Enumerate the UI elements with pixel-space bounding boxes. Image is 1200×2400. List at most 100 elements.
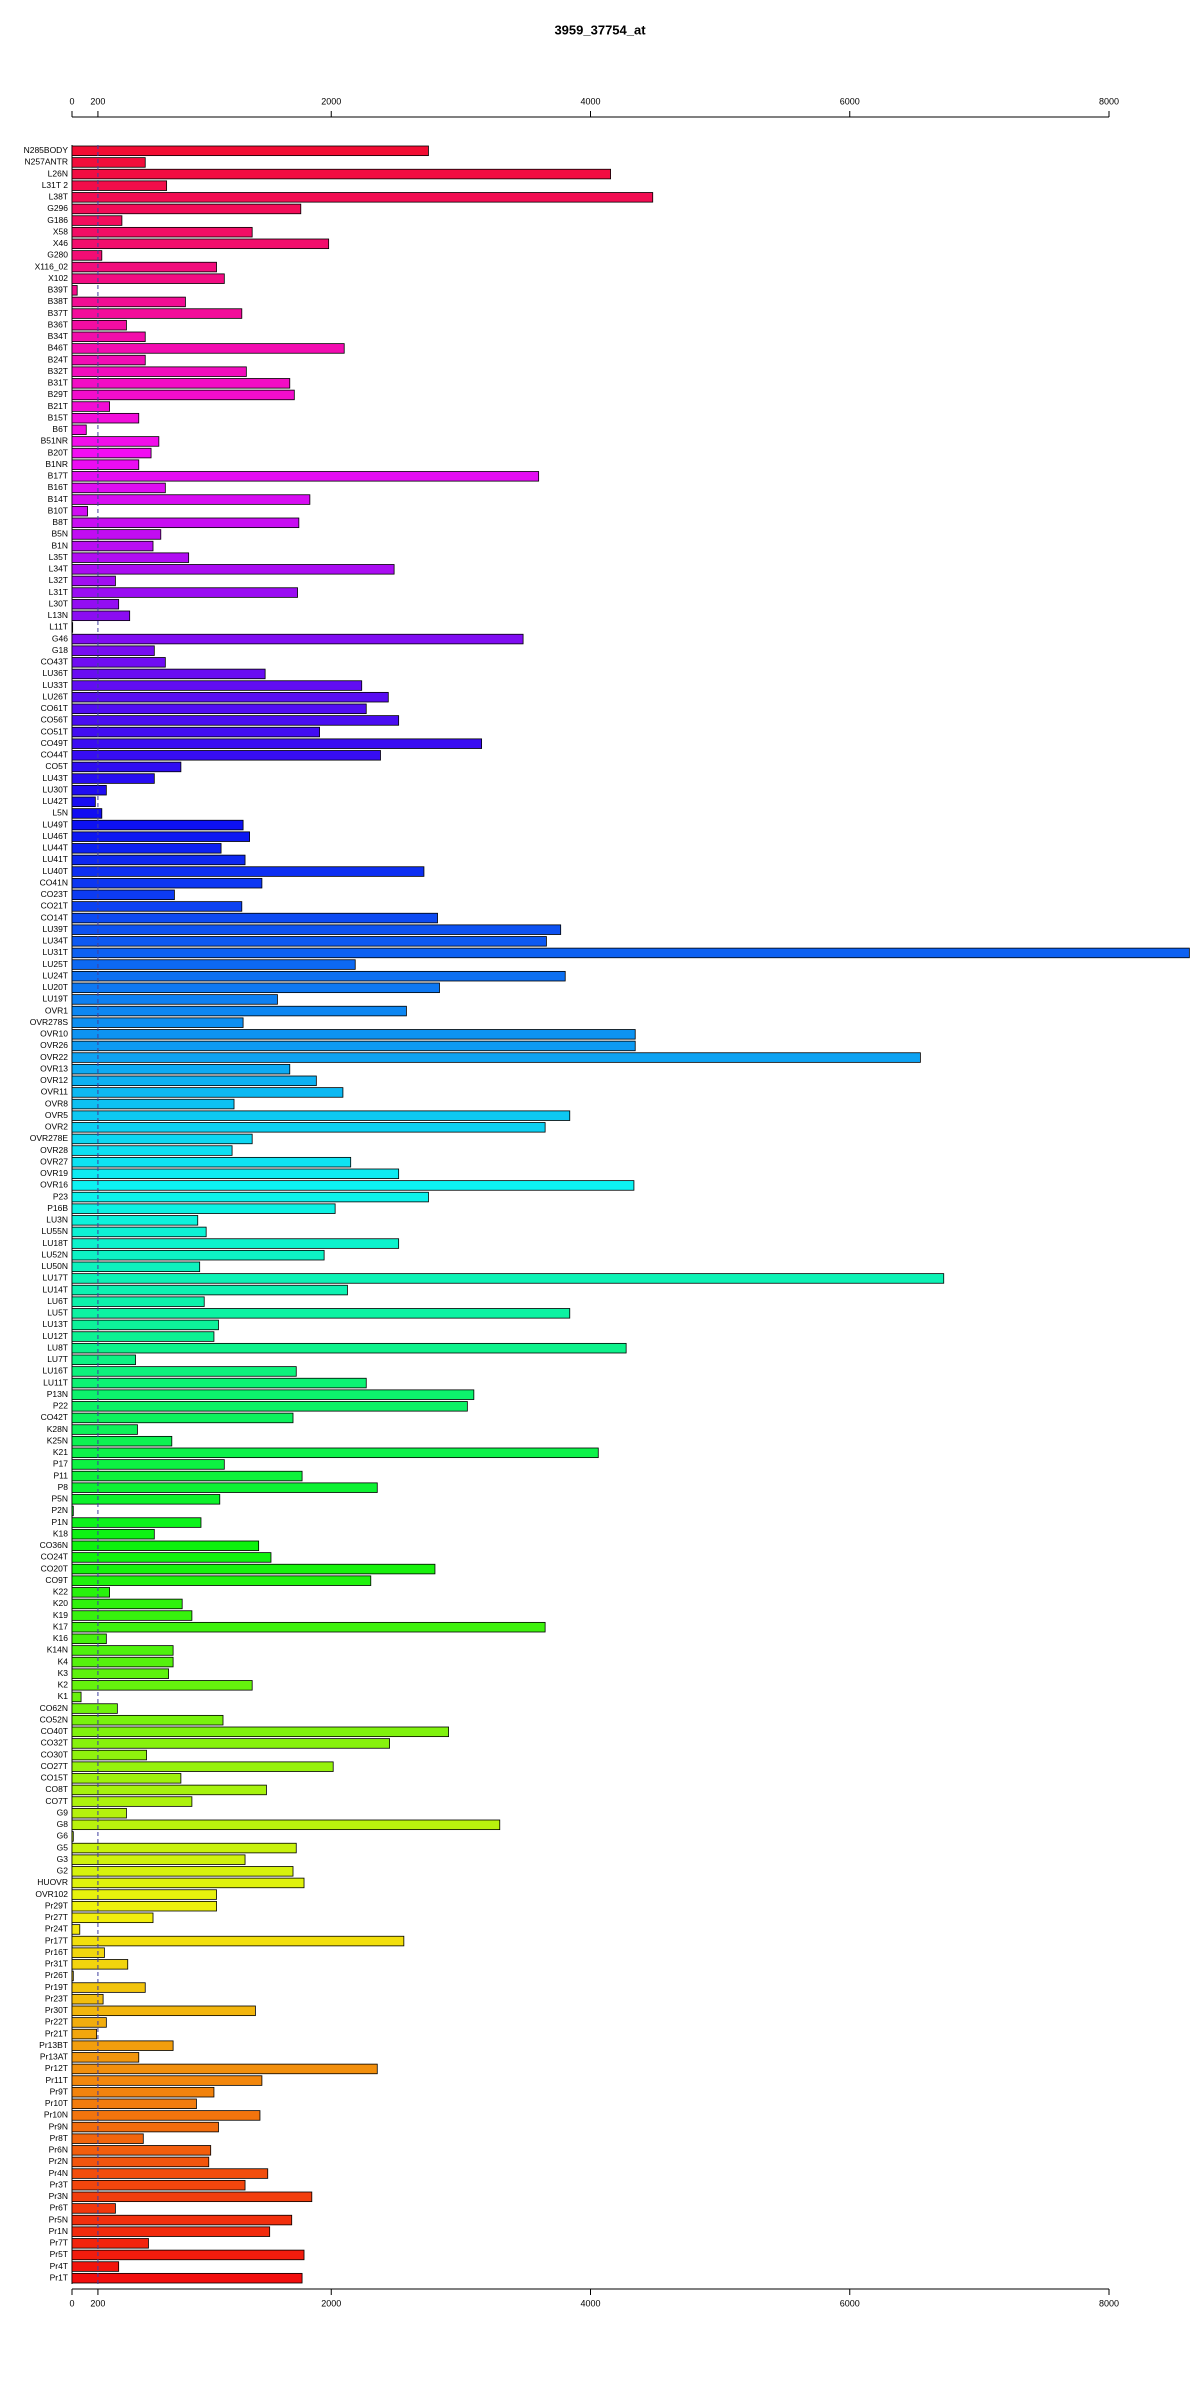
y-tick-label: B1N — [51, 540, 68, 550]
bar — [71, 854, 246, 866]
bar — [71, 668, 266, 680]
bar — [71, 1052, 921, 1063]
bar — [71, 622, 74, 633]
bar — [71, 1877, 305, 1889]
bar — [71, 319, 127, 331]
y-tick-label: Pr5N — [49, 2214, 68, 2224]
bar — [71, 203, 302, 215]
bar — [71, 1668, 169, 1679]
y-tick-label: Pr21T — [45, 2028, 68, 2038]
bar — [71, 505, 88, 517]
y-tick-label: N285BODY — [24, 145, 69, 155]
y-tick-label: OVR8 — [45, 1098, 68, 1108]
bar — [71, 1075, 317, 1087]
y-tick-label: K21 — [53, 1447, 68, 1457]
y-tick-label: OVR2 — [45, 1122, 68, 1132]
y-tick-label: G186 — [47, 215, 68, 225]
y-tick-label: K1 — [58, 1691, 69, 1701]
y-tick-label: LU55N — [42, 1226, 68, 1236]
y-tick-label: OVR19 — [40, 1168, 68, 1178]
bar — [71, 1993, 104, 2005]
y-tick-label: LU19T — [42, 994, 68, 1004]
bar — [71, 1610, 193, 1621]
y-tick-label: G5 — [57, 1842, 69, 1852]
y-tick-label: CO27T — [41, 1761, 68, 1771]
bar — [71, 2133, 144, 2144]
bar — [71, 1459, 225, 1470]
bar — [71, 343, 345, 354]
bar — [71, 2086, 215, 2098]
y-tick-label: LU36T — [42, 668, 68, 678]
bar — [71, 1935, 405, 1947]
y-tick-label: L31T — [49, 587, 68, 597]
bar — [71, 947, 1190, 959]
y-tick-label: OVR22 — [40, 1052, 68, 1062]
bar — [71, 1110, 571, 1121]
bar — [71, 2238, 149, 2249]
bar — [71, 471, 540, 482]
bar — [71, 2168, 269, 2179]
bar — [71, 482, 166, 494]
x-tick-label: 4000 — [580, 96, 600, 106]
bar — [71, 180, 168, 191]
y-tick-label: B16T — [48, 482, 68, 492]
y-tick-label: OVR278E — [30, 1133, 69, 1143]
bar — [71, 378, 291, 389]
y-tick-label: Pr10T — [45, 2098, 68, 2108]
y-tick-label: B37T — [48, 308, 68, 318]
y-tick-label: CO24T — [41, 1552, 68, 1562]
y-tick-label: L30T — [49, 598, 68, 608]
x-tick-label: 0 — [69, 2298, 74, 2308]
bar — [71, 1401, 468, 1412]
bar — [71, 680, 363, 691]
y-tick-label: K18 — [53, 1528, 68, 1538]
bar — [71, 1912, 154, 1924]
bar — [71, 1703, 118, 1714]
bar — [71, 2203, 116, 2214]
bar — [71, 2145, 212, 2156]
y-tick-label: OVR1 — [45, 1005, 68, 1015]
x-tick-label: 8000 — [1099, 96, 1119, 106]
y-tick-label: Pr10N — [44, 2110, 68, 2120]
bar — [71, 1087, 344, 1098]
y-tick-label: Pr31T — [45, 1959, 68, 1969]
y-tick-label: Pr4T — [50, 2261, 68, 2271]
bar — [71, 1621, 546, 1633]
y-tick-label: Pr9T — [50, 2086, 68, 2096]
y-tick-label: LU8T — [47, 1342, 68, 1352]
bar — [71, 1796, 193, 1807]
bar — [71, 366, 247, 377]
bar — [71, 2214, 293, 2226]
bar — [71, 726, 320, 738]
x-tick-label: 6000 — [840, 2298, 860, 2308]
y-tick-label: B10T — [48, 505, 68, 515]
bar — [71, 703, 367, 715]
y-tick-label: OVR278S — [30, 1017, 69, 1027]
bar — [71, 1924, 81, 1935]
y-tick-label: Pr7T — [50, 2238, 68, 2248]
bar — [71, 2249, 305, 2261]
bar — [71, 645, 155, 656]
bar — [71, 494, 311, 505]
y-tick-label: P11 — [54, 1470, 69, 1480]
y-tick-label: P22 — [53, 1401, 68, 1411]
bar — [71, 970, 566, 982]
bar — [71, 540, 154, 552]
bar — [71, 831, 250, 842]
y-tick-label: LU34T — [42, 936, 68, 946]
bar — [71, 936, 547, 947]
bar — [71, 761, 182, 773]
bar — [71, 1854, 246, 1865]
chart-title: 3959_37754_at — [554, 22, 646, 37]
y-tick-label: B51NR — [41, 436, 68, 446]
bar — [71, 1575, 372, 1586]
bar — [71, 901, 243, 912]
y-tick-label: LU49T — [42, 819, 68, 829]
bar — [71, 808, 103, 819]
bar — [71, 1587, 110, 1598]
y-tick-label: CO43T — [41, 657, 68, 667]
y-tick-label: LU33T — [42, 680, 68, 690]
bar — [71, 1528, 155, 1540]
y-tick-label: K28N — [47, 1424, 68, 1434]
